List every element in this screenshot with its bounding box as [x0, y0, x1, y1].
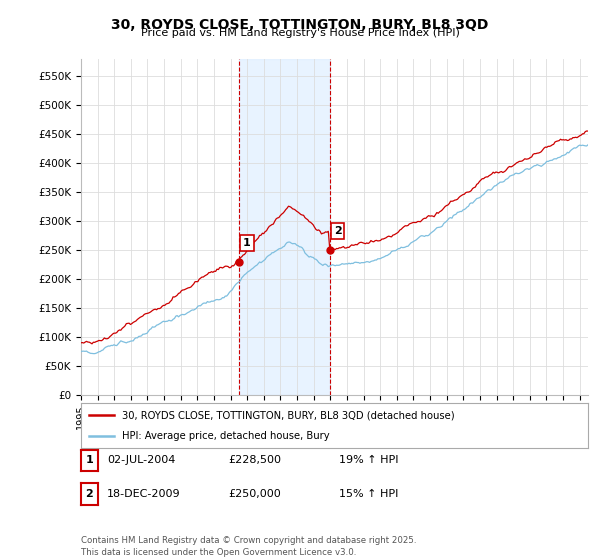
Bar: [239, 59, 329, 395]
Text: 2: 2: [86, 489, 93, 499]
Text: 19% ↑ HPI: 19% ↑ HPI: [339, 455, 398, 465]
Text: Contains HM Land Registry data © Crown copyright and database right 2025.
This d: Contains HM Land Registry data © Crown c…: [81, 536, 416, 557]
Text: £228,500: £228,500: [228, 455, 281, 465]
Text: 15% ↑ HPI: 15% ↑ HPI: [339, 489, 398, 499]
Text: 1: 1: [243, 238, 251, 248]
Text: 2: 2: [334, 226, 341, 236]
Text: £250,000: £250,000: [228, 489, 281, 499]
Text: 18-DEC-2009: 18-DEC-2009: [107, 489, 181, 499]
Text: 30, ROYDS CLOSE, TOTTINGTON, BURY, BL8 3QD (detached house): 30, ROYDS CLOSE, TOTTINGTON, BURY, BL8 3…: [122, 410, 454, 421]
Text: 1: 1: [86, 455, 93, 465]
Text: HPI: Average price, detached house, Bury: HPI: Average price, detached house, Bury: [122, 431, 329, 441]
Text: Price paid vs. HM Land Registry's House Price Index (HPI): Price paid vs. HM Land Registry's House …: [140, 28, 460, 38]
Text: 02-JUL-2004: 02-JUL-2004: [107, 455, 175, 465]
Text: 30, ROYDS CLOSE, TOTTINGTON, BURY, BL8 3QD: 30, ROYDS CLOSE, TOTTINGTON, BURY, BL8 3…: [112, 18, 488, 32]
